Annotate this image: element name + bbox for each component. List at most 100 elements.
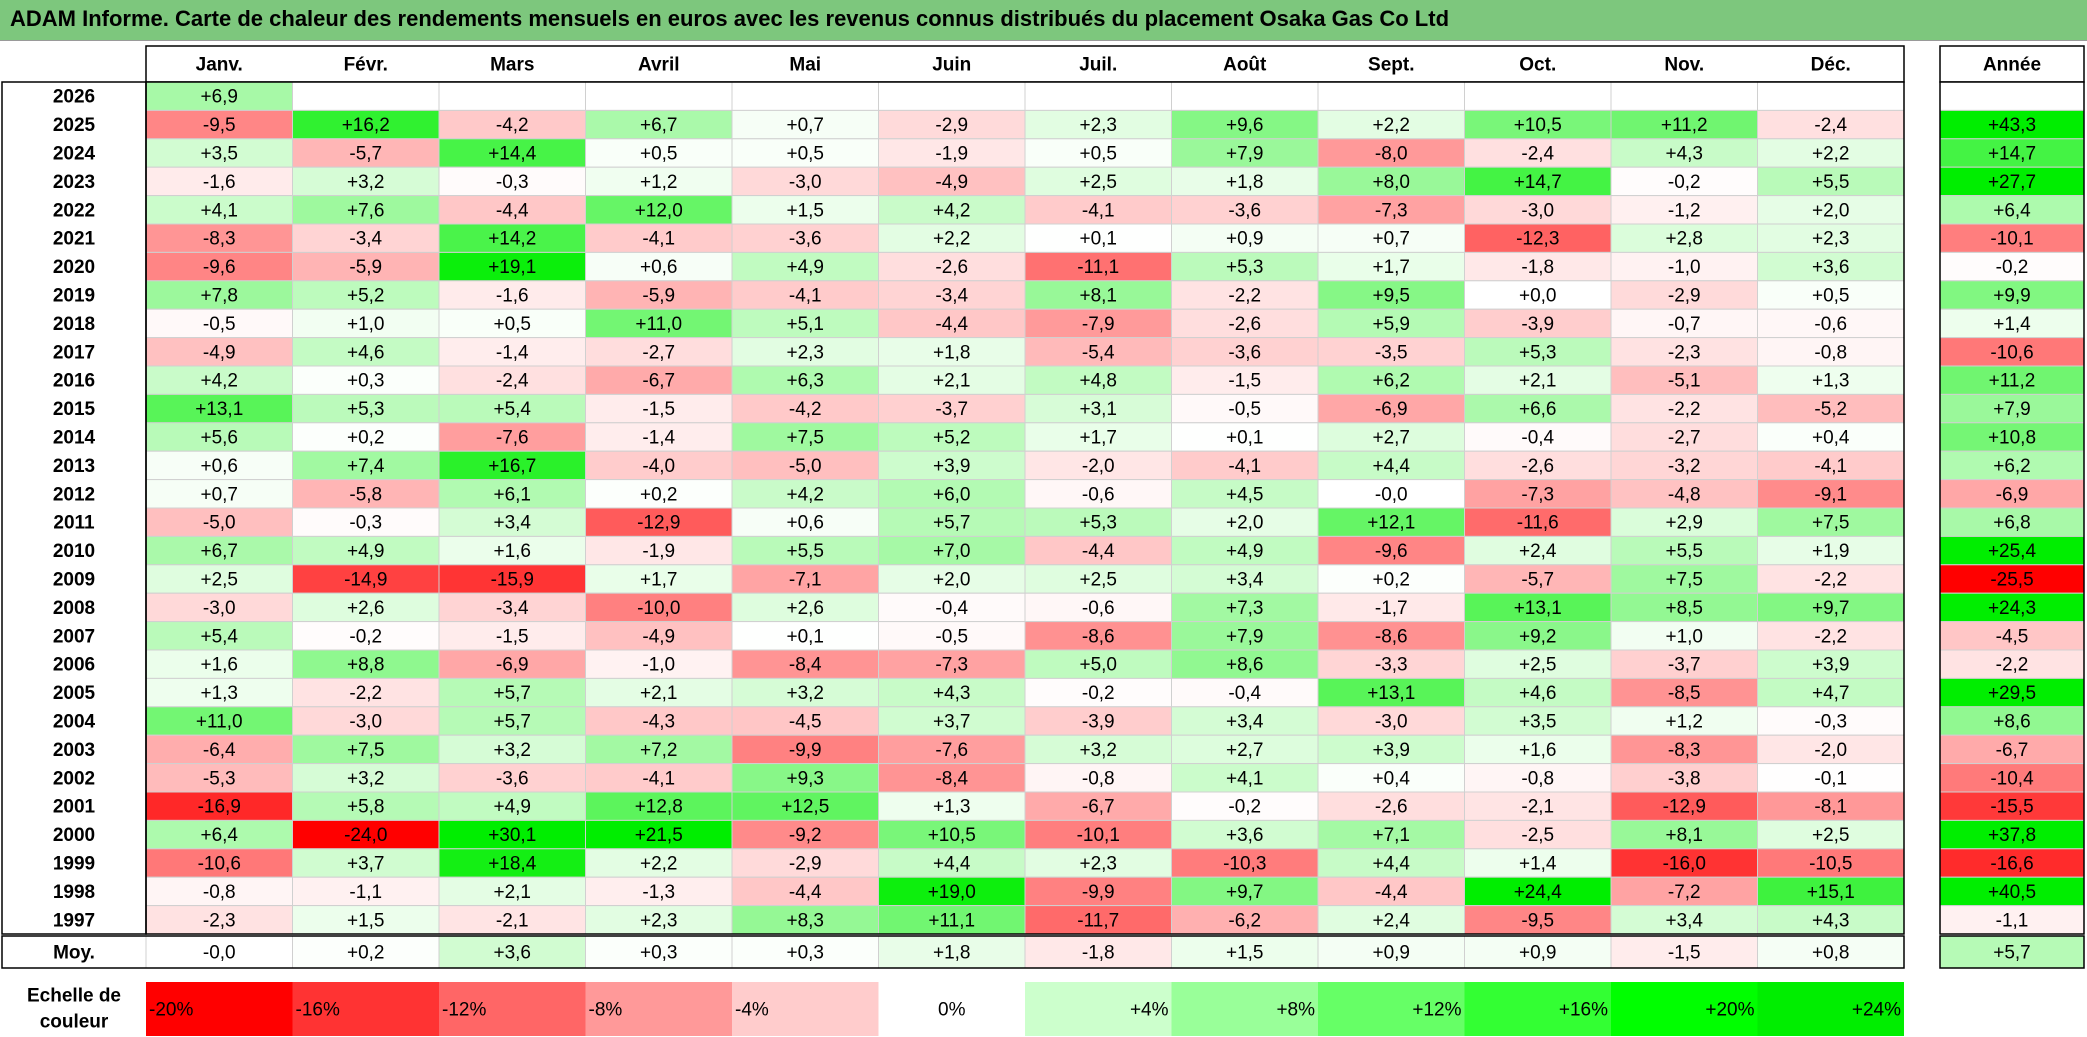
cell-value: +2,1 [493,882,531,903]
scale-swatch [732,982,879,1036]
cell-value: +15,1 [1807,882,1855,903]
cell-value: -0,6 [1082,598,1115,619]
heat-cell [145,621,293,651]
heat-cell [1171,109,1319,140]
cell-value: +5,5 [1665,541,1703,562]
cell-value: +5,3 [1226,257,1264,278]
cell-value: +10,5 [1514,115,1562,136]
cell-value: +11,2 [1661,115,1708,136]
cell-value: +7,5 [1665,570,1703,591]
heat-cell [585,763,733,793]
annual-value: -15,5 [1990,797,2033,818]
cell-value: +8,8 [347,655,385,676]
month-header: Sept. [1368,55,1414,76]
scale-step-label: +8% [1276,1000,1315,1021]
cell-value: +6,3 [786,371,824,392]
cell-value: -0,8 [1814,342,1847,363]
heat-cell [731,223,879,253]
heat-cell [878,706,1026,736]
cell-value: -7,2 [1668,882,1701,903]
heat-cell [145,251,293,282]
cell-value: +0,1 [1226,428,1264,449]
heat-cell [1024,280,1172,310]
cell-value: -11,1 [1077,257,1119,278]
cell-value: -4,8 [1668,484,1701,505]
cell-value: +0,2 [640,484,678,505]
heat-cell [878,677,1026,708]
heat-cell [438,109,586,140]
cell-value: +1,6 [493,541,531,562]
cell-value: -0,8 [203,882,236,903]
heat-cell [145,450,293,481]
cell-value: -7,6 [496,428,529,449]
heat-cell [1464,138,1612,168]
heat-cell [1610,138,1758,168]
scale-label: Echelle de [27,986,121,1007]
cell-value: -4,3 [642,712,675,733]
heat-cell [1757,251,1905,282]
heat-cell [585,109,733,140]
heat-cell [585,81,733,111]
cell-value: -4,2 [789,399,822,420]
heat-cell [1024,734,1172,765]
annual-value: -25,5 [1990,570,2033,591]
scale-step-label: +20% [1705,1000,1754,1021]
cell-value: -1,2 [1668,200,1701,221]
cell-value: +3,2 [347,768,385,789]
heat-cell [585,365,733,395]
scale-step-label: -8% [589,1000,623,1021]
heat-cell [1757,337,1905,367]
cell-value: +0,2 [347,428,385,449]
cell-value: -1,5 [642,399,675,420]
cell-value: +21,5 [635,825,683,846]
heat-cell [1171,393,1319,424]
cell-value: -4,5 [789,712,822,733]
cell-value: -16,9 [198,797,241,818]
cell-value: -6,9 [496,655,529,676]
heat-cell [1171,479,1319,509]
heat-cell [1757,535,1905,566]
cell-value: -2,3 [1668,342,1701,363]
cell-value: +2,6 [786,598,824,619]
cell-value: +13,1 [1367,683,1415,704]
heat-cell [1317,791,1465,821]
cell-value: +6,7 [640,115,678,136]
cell-value: +11,0 [635,314,682,335]
heat-cell [585,308,733,339]
cell-value: +5,4 [493,399,531,420]
cell-value: +0,2 [1372,570,1410,591]
cell-value: -2,7 [1668,428,1701,449]
cell-value: -0,3 [496,172,529,193]
year-label: 2008 [53,598,95,619]
cell-value: +2,2 [640,854,678,875]
cell-value: +14,4 [488,144,537,165]
heat-cell [731,81,879,111]
cell-value: +8,5 [1665,598,1703,619]
cell-value: -7,6 [935,740,968,761]
cell-value: +0,4 [1812,428,1850,449]
heat-cell [731,649,879,679]
scale-label: couleur [40,1012,109,1033]
heat-cell [731,138,879,168]
cell-value: -3,3 [1375,655,1408,676]
cell-value: -12,3 [1516,229,1559,250]
annual-value: +1,4 [1993,314,2031,335]
cell-value: +3,6 [1812,257,1850,278]
year-label: 2025 [53,115,96,136]
cell-value: -24,0 [344,825,387,846]
cell-value: +9,6 [1226,115,1264,136]
heat-cell [438,507,586,537]
average-value: +0,8 [1812,943,1850,964]
heat-cell [1024,848,1172,878]
cell-value: +1,8 [933,342,971,363]
cell-value: -0,7 [1668,314,1701,335]
cell-value: -2,9 [1668,286,1701,307]
year-label: 1999 [53,854,95,875]
year-label: 2021 [53,229,96,250]
annual-cell [1939,479,2085,509]
heat-cell [1757,195,1905,225]
cell-value: -11,6 [1517,513,1559,534]
cell-value: +1,3 [200,683,238,704]
heat-cell [1464,450,1612,481]
cell-value: -1,8 [1521,257,1554,278]
